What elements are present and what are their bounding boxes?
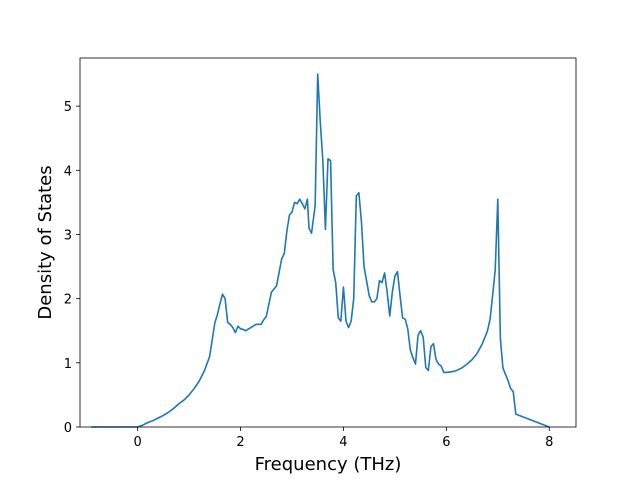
y-axis-label: Density of States [35, 165, 56, 319]
y-tick-label: 0 [64, 421, 72, 436]
x-axis-label: Frequency (THz) [255, 454, 402, 475]
x-tick-label: 8 [545, 435, 553, 450]
plot-area [80, 58, 576, 427]
x-axis-ticks: 0 2 4 6 8 [133, 427, 553, 450]
series-layer [91, 73, 550, 428]
x-tick-label: 4 [339, 435, 347, 450]
plot-frame [79, 57, 577, 428]
x-tick-label: 6 [442, 435, 450, 450]
y-tick-label: 5 [64, 100, 72, 115]
y-axis-ticks: 0 1 2 3 4 5 [64, 100, 80, 436]
y-tick-label: 4 [64, 164, 72, 179]
y-tick-label: 3 [64, 228, 72, 243]
y-tick-label: 2 [64, 293, 72, 308]
series-line-1 [91, 73, 550, 428]
x-tick-label: 2 [236, 435, 244, 450]
y-tick-label: 1 [64, 357, 72, 372]
x-tick-label: 0 [133, 435, 141, 450]
